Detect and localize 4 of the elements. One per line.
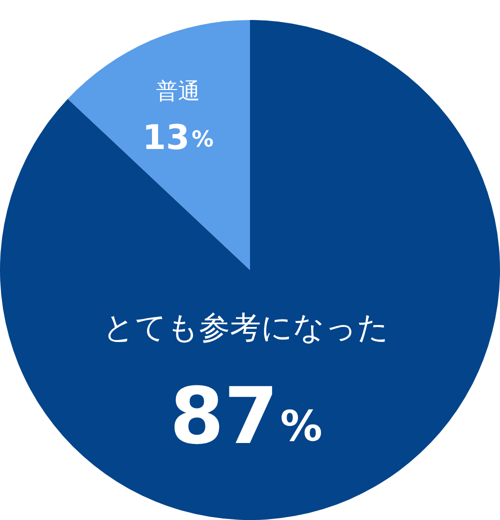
slice-label: 普通 [156, 80, 200, 104]
data-label: 87% [170, 372, 322, 462]
slice-label: とても参考になった [103, 310, 389, 346]
data-label: 13% [142, 118, 214, 158]
